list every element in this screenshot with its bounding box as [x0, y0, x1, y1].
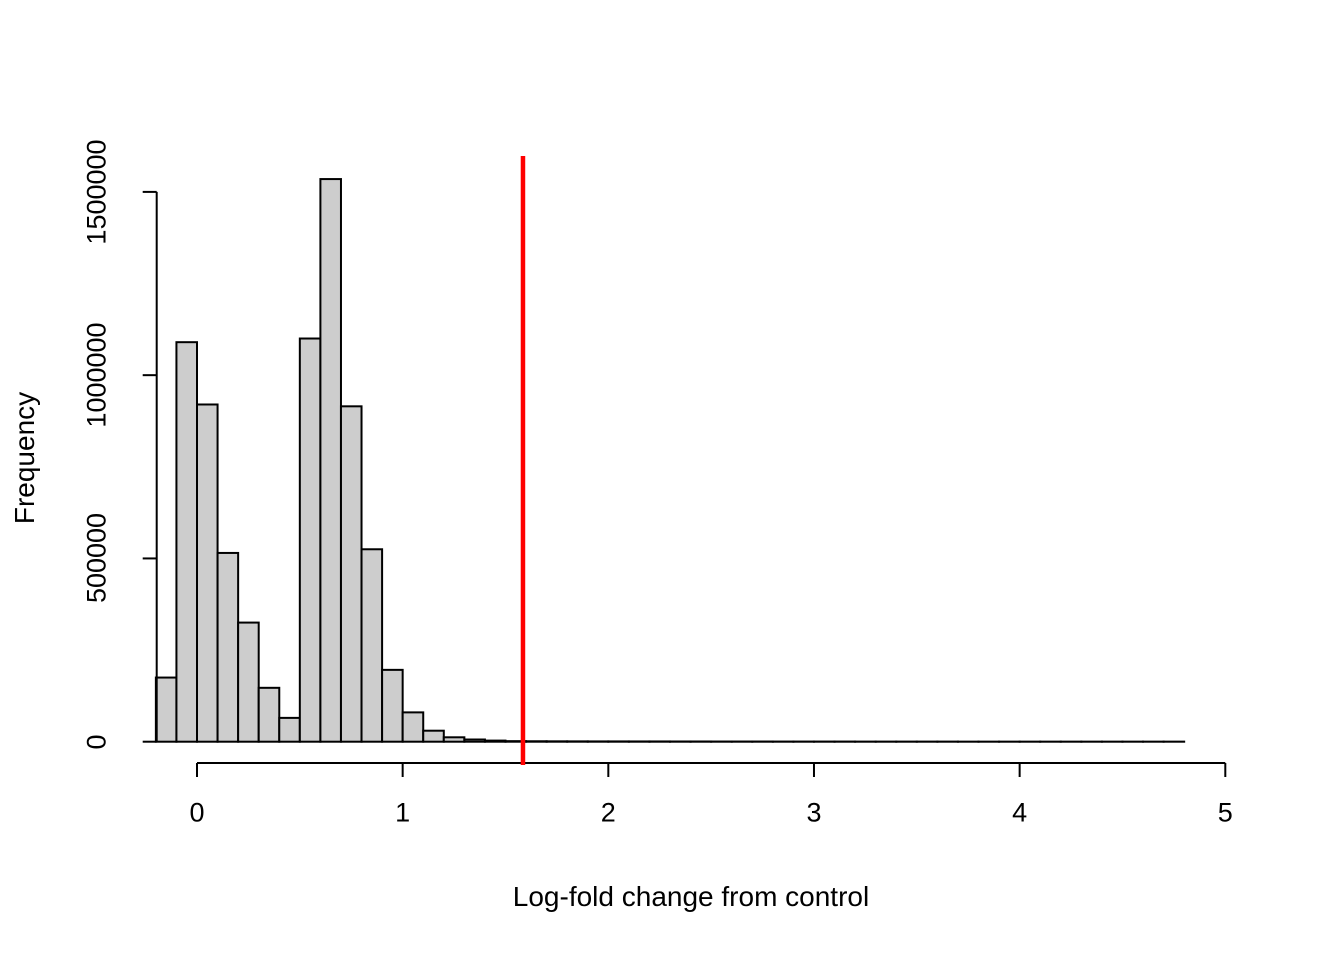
histogram-bar [237, 621, 260, 743]
y-tick-label: 0 [81, 734, 112, 750]
x-tick-label: 5 [1217, 797, 1233, 828]
histogram-bar [339, 405, 363, 743]
x-tick-label: 3 [806, 797, 822, 828]
histogram-bar [401, 711, 425, 743]
x-tick-label: 4 [1012, 797, 1028, 828]
histogram-bar [257, 686, 281, 743]
y-tick-label: 1500000 [81, 139, 112, 245]
histogram-bar [154, 676, 178, 743]
histogram-bar [483, 739, 507, 743]
histogram-bar [360, 548, 384, 743]
x-tick-label: 1 [395, 797, 411, 828]
x-tick-label: 0 [189, 797, 205, 828]
histogram-bar [175, 341, 198, 743]
histogram-bar [442, 736, 466, 743]
y-axis-title: Frequency [9, 391, 40, 525]
histogram-bar [298, 337, 322, 743]
histogram-bar [216, 551, 240, 743]
x-axis-title: Log-fold change from control [512, 881, 870, 912]
histogram-bar [196, 403, 219, 743]
histogram-bar [463, 738, 486, 743]
y-tick-label: 500000 [81, 513, 112, 604]
histogram-bar [278, 716, 301, 743]
histogram-bar [381, 668, 404, 743]
histogram-bar [422, 729, 445, 743]
histogram-bar [319, 178, 342, 743]
y-tick-label: 1000000 [81, 322, 112, 428]
x-tick-label: 2 [600, 797, 616, 828]
